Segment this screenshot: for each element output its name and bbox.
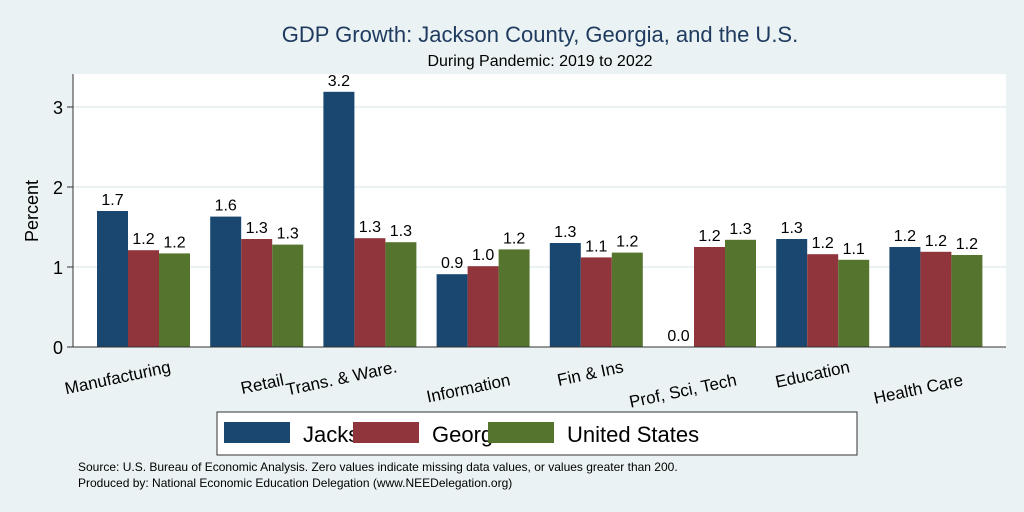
- data-label: 1.3: [246, 220, 268, 237]
- x-tick-label: Information: [425, 370, 512, 406]
- data-label: 0.9: [441, 255, 463, 272]
- legend-swatch-united-states: [488, 422, 554, 443]
- chart-title: GDP Growth: Jackson County, Georgia, and…: [282, 22, 798, 47]
- bar-united-states: [498, 249, 530, 347]
- bar-jackson: [776, 239, 808, 347]
- y-tick-label: 1: [53, 258, 63, 278]
- data-label: 1.1: [585, 238, 607, 255]
- bar-georgia: [241, 239, 273, 347]
- y-axis-label: Percent: [22, 180, 42, 242]
- data-label: 1.3: [554, 224, 576, 241]
- bar-jackson: [97, 211, 128, 347]
- bar-jackson: [889, 247, 921, 347]
- data-label: 1.2: [616, 234, 638, 251]
- data-label: 1.3: [277, 226, 299, 243]
- data-label: 1.2: [925, 233, 947, 250]
- bar-georgia: [467, 266, 499, 347]
- data-label: 1.3: [390, 223, 412, 240]
- data-label: 1.3: [729, 221, 751, 238]
- legend-label: United States: [567, 422, 699, 447]
- data-label: 1.0: [472, 247, 494, 264]
- bar-georgia: [580, 257, 612, 347]
- y-tick-label: 0: [53, 338, 63, 358]
- bar-united-states: [385, 242, 417, 347]
- data-label: 3.2: [328, 73, 350, 90]
- x-tick-label: Manufacturing: [63, 357, 172, 398]
- x-tick-label: Education: [774, 357, 852, 391]
- data-label: 1.2: [132, 231, 154, 248]
- bar-georgia: [128, 250, 159, 347]
- x-tick-label: Fin & Ins: [556, 357, 626, 390]
- x-tick-label: Prof, Sci, Tech: [627, 370, 738, 411]
- bars: [97, 91, 983, 347]
- bar-united-states: [159, 253, 190, 347]
- bar-georgia: [354, 238, 386, 347]
- bar-united-states: [725, 239, 756, 347]
- chart-subtitle: During Pandemic: 2019 to 2022: [427, 53, 652, 70]
- data-label: 0.0: [667, 328, 689, 345]
- x-tick-label: Trans. & Ware.: [284, 357, 399, 399]
- bar-united-states: [951, 255, 983, 347]
- legend: Jackson Georgia United States: [216, 411, 858, 456]
- x-tick-label: Retail: [239, 370, 285, 398]
- data-label: 1.3: [359, 219, 381, 236]
- bar-united-states: [838, 259, 870, 347]
- data-label: 1.2: [698, 228, 720, 245]
- data-label: 1.3: [781, 220, 803, 237]
- bar-jackson: [549, 243, 581, 347]
- bar-georgia: [694, 247, 725, 347]
- bar-georgia: [920, 251, 952, 347]
- bar-jackson: [323, 91, 355, 347]
- legend-swatch-georgia: [353, 422, 419, 443]
- data-label: 1.2: [894, 228, 916, 245]
- data-label: 1.2: [956, 236, 978, 253]
- bar-united-states: [272, 244, 304, 347]
- bar-georgia: [807, 254, 839, 347]
- data-label: 1.7: [101, 192, 123, 209]
- x-tick-label: Health Care: [872, 370, 965, 407]
- bar-jackson: [436, 274, 468, 347]
- data-label: 1.6: [215, 198, 237, 215]
- y-tick-label: 3: [53, 98, 63, 118]
- data-label: 1.1: [843, 241, 865, 258]
- source-note: Source: U.S. Bureau of Economic Analysis…: [78, 460, 678, 474]
- data-label: 1.2: [812, 235, 834, 252]
- data-labels: 1.7 1.2 1.2 1.6 1.3 1.3 3.2 1.3 1.3 0.9 1.0 1.2 1.3 1…: [101, 73, 978, 345]
- y-axis-ticks: 0 1 2 3: [53, 98, 73, 358]
- legend-swatch-jackson: [224, 422, 290, 443]
- produced-by-note: Produced by: National Economic Education…: [78, 476, 512, 490]
- bar-united-states: [611, 252, 643, 347]
- bar-jackson: [210, 216, 242, 347]
- data-label: 1.2: [503, 230, 525, 247]
- y-tick-label: 2: [53, 178, 63, 198]
- data-label: 1.2: [163, 234, 185, 251]
